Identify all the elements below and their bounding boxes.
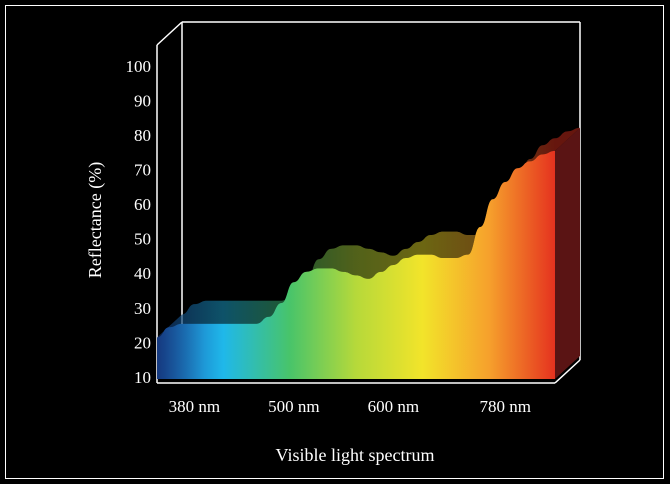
y-tick-label: 90 [134, 91, 151, 110]
area-top-shade [157, 127, 580, 338]
area-front-shade [157, 150, 555, 379]
y-tick-label: 70 [134, 161, 151, 180]
y-tick-label: 60 [134, 195, 151, 214]
box-front [157, 359, 581, 384]
box-back [156, 21, 581, 383]
x-tick-label: 380 nm [169, 397, 220, 416]
area-side [555, 127, 580, 379]
area-top [157, 127, 580, 338]
plot [157, 127, 580, 379]
y-tick-label: 30 [134, 299, 151, 318]
x-tick-label: 600 nm [368, 397, 419, 416]
y-axis-label: Reflectance (%) [85, 162, 106, 278]
y-tick-label: 40 [134, 264, 151, 283]
y-tick-label: 80 [134, 126, 151, 145]
y-tick-label: 10 [134, 368, 151, 387]
x-tick-label: 780 nm [480, 397, 531, 416]
y-tick-label: 100 [126, 57, 152, 76]
x-tick-label: 500 nm [268, 397, 319, 416]
y-tick-label: 20 [134, 333, 151, 352]
x-axis-label: Visible light spectrum [276, 445, 435, 465]
y-tick-label: 50 [134, 230, 151, 249]
